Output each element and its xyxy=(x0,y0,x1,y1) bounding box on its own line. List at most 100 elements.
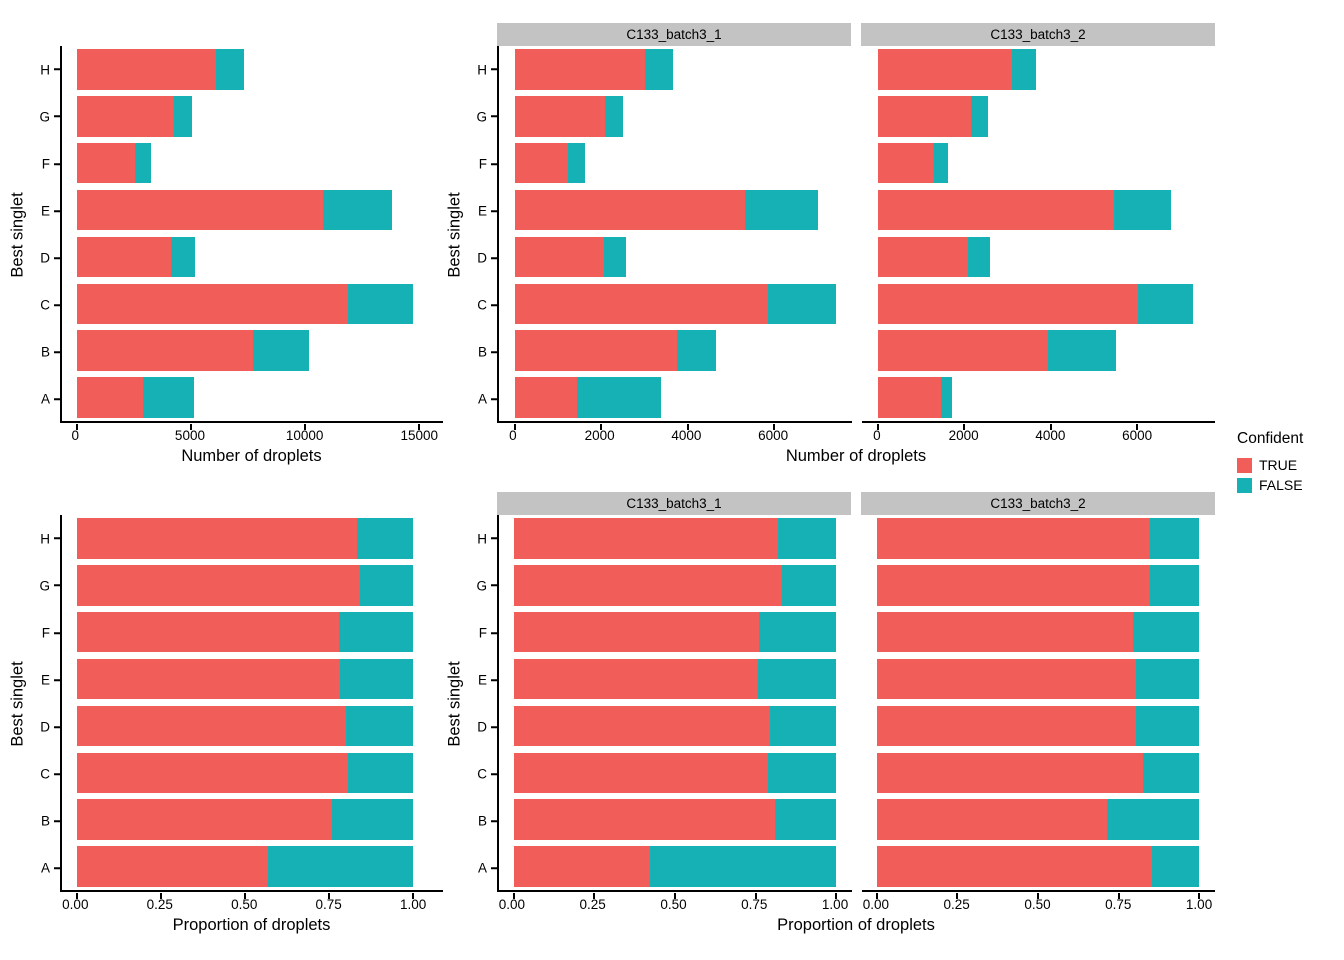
y-tick-mark xyxy=(54,773,60,776)
y-category-text: D xyxy=(477,250,487,266)
bar-segment-false xyxy=(644,49,674,90)
y-category-text: E xyxy=(477,672,487,688)
stacked-bar xyxy=(513,658,837,700)
y-axis-title: Best singlet xyxy=(8,660,27,747)
bar-segment-true xyxy=(877,330,1048,371)
y-tick-mark xyxy=(54,257,60,260)
bar-segment-true xyxy=(877,96,972,137)
stacked-bar xyxy=(514,330,716,371)
y-axis-category-label: E xyxy=(478,673,497,687)
x-tick-label: 1.00 xyxy=(821,897,849,912)
x-tick-label: 0.75 xyxy=(315,897,342,912)
stacked-bar xyxy=(513,565,837,606)
stacked-bar xyxy=(877,236,990,278)
x-tick-labels-panel: 0.00 0.25 0.50 0.75 1.00 xyxy=(861,892,1215,913)
x-tick-mark xyxy=(956,893,959,899)
stacked-bar xyxy=(877,189,1171,231)
stacked-bar xyxy=(514,142,585,184)
bar-segment-false xyxy=(758,658,837,700)
x-tick-labels-row: 0 5000 10000 15000 xyxy=(60,423,443,444)
y-axis-category-label: F xyxy=(479,157,497,171)
stacked-bar xyxy=(876,846,1200,887)
y-axis-category-label: E xyxy=(41,204,60,218)
bar-segment-true xyxy=(513,658,759,700)
y-tick-mark xyxy=(491,162,497,165)
stacked-bar xyxy=(876,752,1200,794)
y-axis-category-label: B xyxy=(478,346,497,360)
chart-panel xyxy=(60,46,443,430)
stacked-bar xyxy=(876,705,1200,747)
y-tick-mark xyxy=(54,115,60,118)
bar-segment-false xyxy=(767,752,837,794)
stacked-bar xyxy=(514,49,674,90)
y-axis-labels: H G F E D C B A xyxy=(30,515,60,892)
x-tick-label: 0.25 xyxy=(579,897,606,912)
stacked-bar xyxy=(513,752,837,794)
chart-panel xyxy=(497,515,852,899)
x-tick-label: 0.50 xyxy=(231,897,258,912)
bar-segment-true xyxy=(876,611,1133,653)
bar-segment-false xyxy=(1011,49,1037,90)
x-tick-label: 1.00 xyxy=(1185,897,1213,912)
y-axis-category-label: H xyxy=(40,63,60,77)
x-axis-title: Proportion of droplets xyxy=(172,916,331,934)
facet-strip-row xyxy=(60,492,443,515)
bar-segment-false xyxy=(774,799,837,840)
bar-segment-false xyxy=(677,330,716,371)
x-tick-label: 0.00 xyxy=(498,897,525,912)
y-category-text: F xyxy=(41,625,50,641)
y-category-text: C xyxy=(477,297,487,313)
y-category-text: D xyxy=(40,719,50,735)
stacked-bar xyxy=(513,705,837,747)
bar-segment-false xyxy=(1047,330,1117,371)
stacked-bar xyxy=(77,846,414,887)
bar-segment-false xyxy=(1149,518,1200,559)
x-tick-mark xyxy=(875,893,878,899)
x-tick-mark xyxy=(513,424,516,430)
y-tick-mark xyxy=(491,584,497,587)
y-tick-mark xyxy=(491,398,497,401)
y-axis-category-label: A xyxy=(41,393,60,407)
x-tick-mark xyxy=(773,424,776,430)
y-axis-category-label: H xyxy=(477,63,497,77)
y-category-text: C xyxy=(40,766,50,782)
bar-segment-true xyxy=(77,377,144,418)
stacked-bar xyxy=(877,377,952,418)
y-tick-mark xyxy=(54,631,60,634)
bar-segment-true xyxy=(77,611,339,653)
facet-strip: C133_batch3_1 xyxy=(497,492,851,515)
x-tick-label: 1.00 xyxy=(399,897,427,912)
bar-segment-false xyxy=(603,236,627,278)
chart-panel xyxy=(862,46,1215,430)
bar-segment-true xyxy=(77,565,360,606)
bar-segment-false xyxy=(345,705,414,747)
bar-segment-true xyxy=(876,752,1144,794)
x-tick-label: 15000 xyxy=(400,428,439,443)
bar-segment-true xyxy=(514,49,645,90)
x-tick-mark xyxy=(1117,893,1120,899)
x-tick-labels-panel: 0 2000 4000 6000 xyxy=(497,423,851,444)
y-category-text: H xyxy=(477,530,487,546)
stacked-bar xyxy=(876,611,1200,653)
stacked-bar xyxy=(514,377,662,418)
x-axis-title: Number of droplets xyxy=(181,447,322,465)
stacked-bar xyxy=(513,799,837,840)
y-axis-category-label: F xyxy=(42,626,60,640)
bar-segment-true xyxy=(514,96,605,137)
y-category-text: E xyxy=(40,203,50,219)
bar-segment-true xyxy=(513,752,768,794)
y-category-text: G xyxy=(476,108,487,124)
x-tick-mark xyxy=(160,893,163,899)
stacked-bar xyxy=(513,518,837,559)
legend-title: Confident xyxy=(1237,430,1304,447)
bar-segment-true xyxy=(877,377,941,418)
y-category-text: B xyxy=(477,344,487,360)
y-axis-category-label: G xyxy=(39,110,60,124)
x-tick-labels-panel: 0.00 0.25 0.50 0.75 1.00 xyxy=(60,892,443,913)
bar-segment-false xyxy=(340,658,414,700)
bar-segment-true xyxy=(877,283,1139,325)
bar-segment-true xyxy=(514,189,746,231)
bar-segment-true xyxy=(77,518,358,559)
y-axis-category-label: G xyxy=(476,579,497,593)
x-tick-mark xyxy=(600,424,603,430)
